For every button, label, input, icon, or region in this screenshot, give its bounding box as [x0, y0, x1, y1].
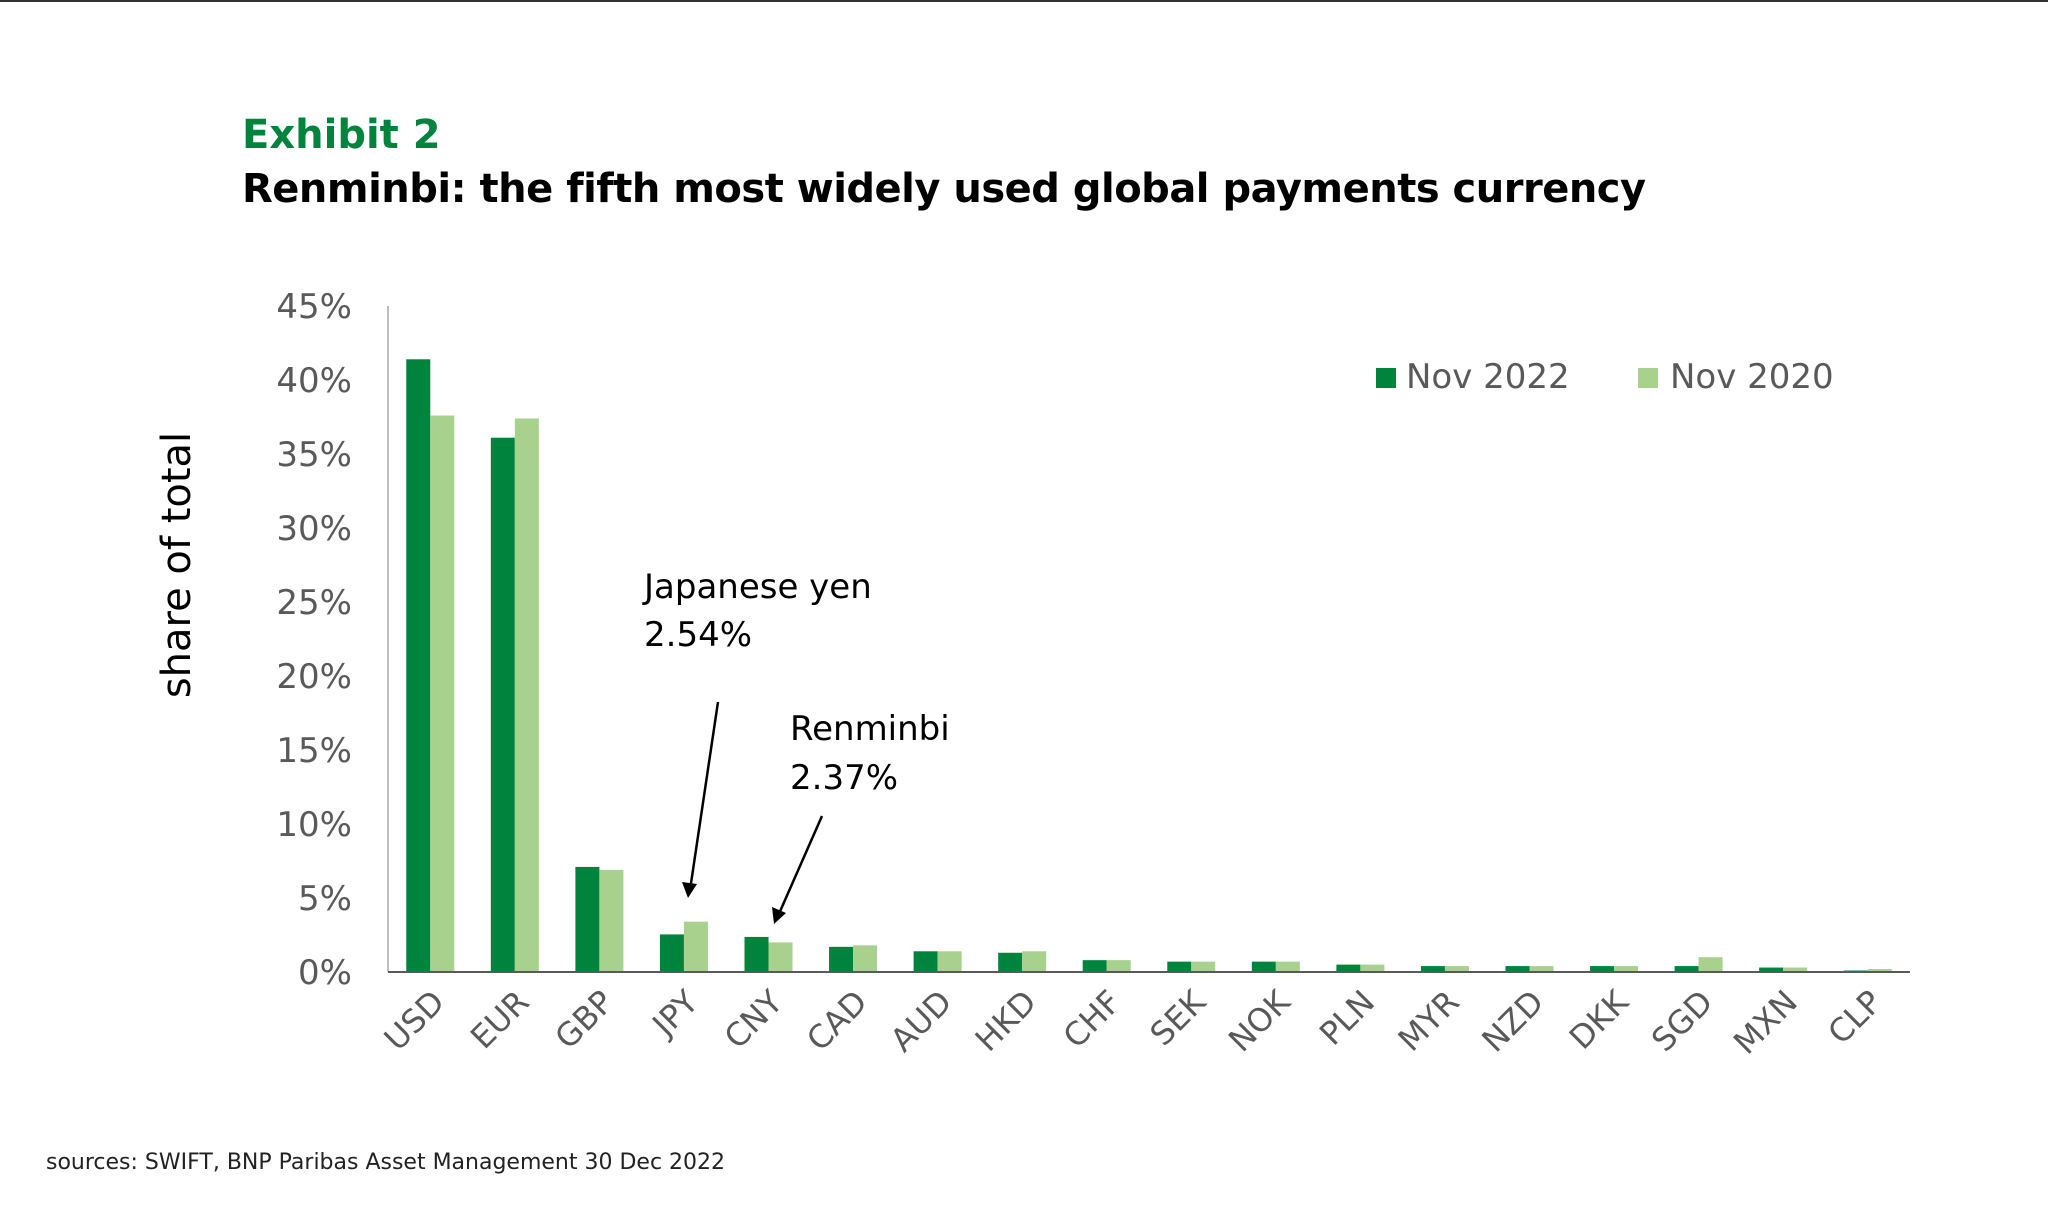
bar-chf-nov-2022	[1082, 960, 1107, 972]
y-tick-label: 15%	[276, 731, 352, 771]
y-axis-label: share of total	[154, 432, 200, 698]
legend: Nov 2022 Nov 2020	[1376, 357, 1834, 397]
x-tick-label-cad: CAD	[799, 983, 875, 1059]
annotation-jpy-arrowhead	[682, 882, 697, 898]
x-tick-label-usd: USD	[377, 983, 452, 1058]
top-border-line	[0, 0, 2048, 2]
y-tick-label: 0%	[298, 953, 352, 993]
bar-cad-nov-2022	[829, 946, 854, 972]
bar-sek-nov-2022	[1167, 961, 1192, 972]
bar-eur-nov-2020	[514, 418, 539, 973]
x-tick-label-chf: CHF	[1056, 983, 1129, 1056]
annotations: Japanese yen 2.54% Renminbi 2.37%	[642, 567, 950, 924]
x-tick-label-eur: EUR	[463, 983, 536, 1056]
exhibit-label: Exhibit 2	[242, 112, 441, 158]
bar-cny-nov-2020	[768, 942, 793, 972]
x-tick-label-sek: SEK	[1143, 982, 1214, 1053]
x-tick-label-nzd: NZD	[1474, 983, 1551, 1060]
x-axis-ticks: USD EUR GBP JPY CNY CAD AUD HKD CHF SEK NOK PLN MYR N…	[377, 982, 1890, 1062]
bar-aud-nov-2020	[937, 951, 962, 972]
bar-aud-nov-2022	[913, 951, 938, 972]
bar-dkk-nov-2022	[1590, 966, 1615, 972]
annotation-jpy-arrow	[688, 701, 720, 891]
annotation-cny-arrow	[776, 815, 824, 917]
bar-hkd-nov-2022	[998, 952, 1023, 972]
bar-usd-nov-2022	[406, 359, 431, 972]
bars	[406, 359, 1892, 973]
bar-nok-nov-2022	[1251, 961, 1276, 972]
annotation-jpy-line1: Japanese yen	[642, 567, 872, 607]
x-tick-label-cny: CNY	[717, 982, 791, 1056]
legend-swatch-nov-2020	[1638, 368, 1658, 388]
x-tick-label-nok: NOK	[1221, 982, 1298, 1059]
bar-nok-nov-2020	[1275, 961, 1300, 972]
annotation-jpy-line2: 2.54%	[644, 615, 752, 655]
bar-sgd-nov-2022	[1674, 966, 1699, 972]
y-axis-ticks: 0% 5% 10% 15% 20% 25% 30% 35% 40% 45%	[276, 287, 352, 993]
y-tick-label: 40%	[276, 361, 352, 401]
bar-cad-nov-2020	[853, 945, 878, 972]
y-tick-label: 20%	[276, 657, 352, 697]
annotation-cny-arrowhead	[772, 907, 786, 924]
bar-sek-nov-2020	[1191, 961, 1216, 972]
y-tick-label: 30%	[276, 509, 352, 549]
bar-pln-nov-2022	[1336, 964, 1361, 972]
legend-label-nov-2020: Nov 2020	[1670, 357, 1834, 397]
annotation-cny-line1: Renminbi	[790, 709, 950, 749]
x-tick-label-sgd: SGD	[1644, 983, 1720, 1059]
bar-dkk-nov-2020	[1614, 966, 1639, 972]
x-tick-label-aud: AUD	[883, 983, 959, 1059]
bar-sgd-nov-2020	[1698, 957, 1723, 972]
y-tick-label: 25%	[276, 583, 352, 623]
x-tick-label-gbp: GBP	[547, 983, 621, 1057]
y-tick-label: 45%	[276, 287, 352, 327]
bar-gbp-nov-2020	[599, 869, 624, 972]
bar-mxn-nov-2022	[1759, 967, 1784, 972]
source-note: sources: SWIFT, BNP Paribas Asset Manage…	[46, 1150, 726, 1175]
bar-gbp-nov-2022	[575, 866, 600, 972]
x-tick-label-hkd: HKD	[968, 983, 1044, 1059]
bar-chf-nov-2020	[1106, 960, 1131, 972]
bar-jpy-nov-2020	[683, 921, 708, 972]
y-tick-label: 10%	[276, 805, 352, 845]
x-tick-label-clp: CLP	[1820, 983, 1889, 1052]
x-tick-label-myr: MYR	[1391, 983, 1467, 1059]
x-tick-label-dkk: DKK	[1562, 982, 1637, 1057]
bar-hkd-nov-2020	[1022, 951, 1047, 972]
x-tick-label-jpy: JPY	[644, 982, 706, 1044]
bar-jpy-nov-2022	[659, 934, 684, 972]
chart-title: Renminbi: the fifth most widely used glo…	[242, 166, 1646, 212]
bar-usd-nov-2020	[430, 415, 455, 972]
bar-cny-nov-2022	[744, 936, 769, 972]
bar-nzd-nov-2020	[1529, 966, 1554, 972]
x-tick-label-pln: PLN	[1312, 983, 1382, 1053]
x-tick-label-mxn: MXN	[1726, 983, 1805, 1062]
bar-myr-nov-2022	[1420, 966, 1445, 972]
bar-pln-nov-2020	[1360, 964, 1385, 972]
legend-swatch-nov-2022	[1376, 368, 1396, 388]
bar-clp-nov-2020	[1867, 969, 1892, 972]
y-tick-label: 5%	[298, 879, 352, 919]
annotation-cny-line2: 2.37%	[790, 758, 898, 798]
bar-myr-nov-2020	[1444, 966, 1469, 972]
bar-mxn-nov-2020	[1783, 967, 1808, 972]
bar-nzd-nov-2022	[1505, 966, 1530, 972]
y-tick-label: 35%	[276, 435, 352, 475]
bar-eur-nov-2022	[490, 437, 515, 973]
legend-label-nov-2022: Nov 2022	[1406, 357, 1570, 397]
